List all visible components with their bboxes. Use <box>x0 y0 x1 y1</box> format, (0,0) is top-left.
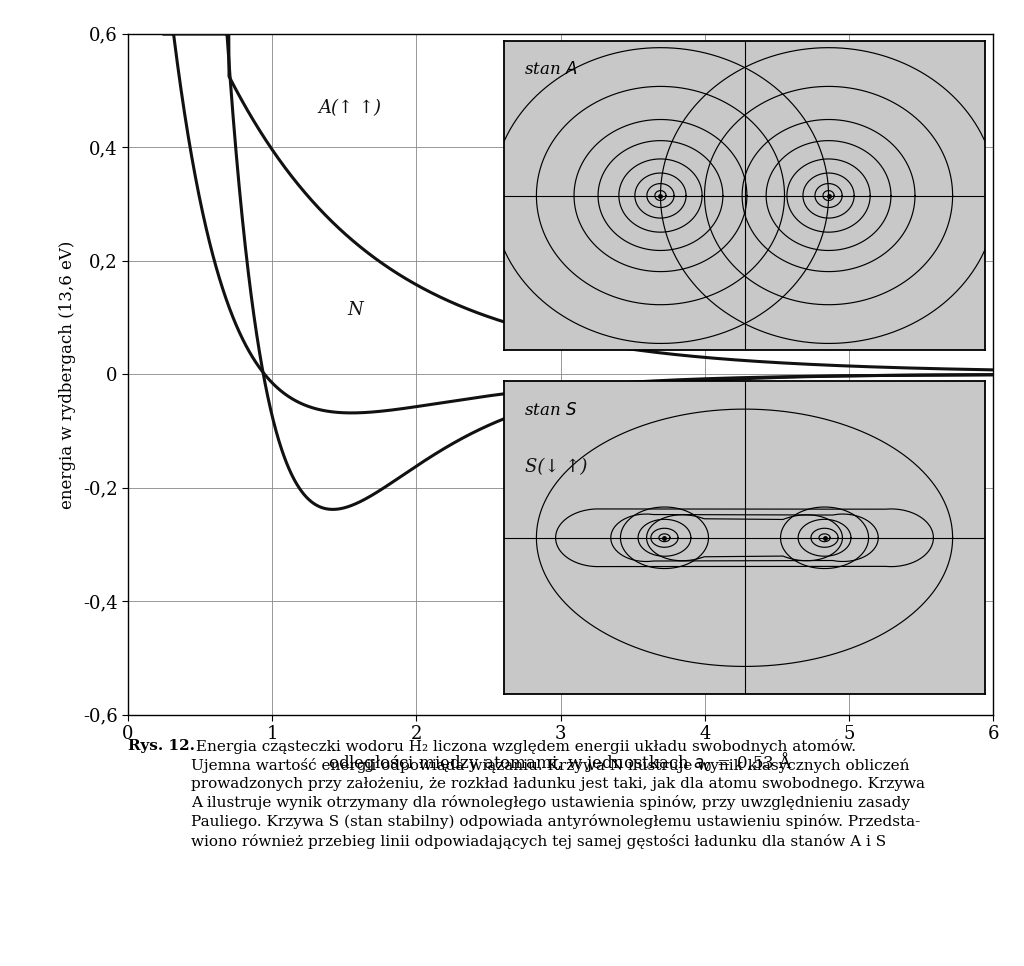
Text: Energia cząsteczki wodoru H₂ liczona względem energii układu swobodnych atomów.
: Energia cząsteczki wodoru H₂ liczona wzg… <box>191 739 926 849</box>
Text: N: N <box>347 300 362 319</box>
Y-axis label: energia w rydbergach (13,6 eV): energia w rydbergach (13,6 eV) <box>59 241 76 508</box>
Text: A(↑ ↑): A(↑ ↑) <box>318 99 381 117</box>
Text: Rys. 12.: Rys. 12. <box>128 739 195 753</box>
Text: S(↓ ↑): S(↓ ↑) <box>524 458 587 476</box>
X-axis label: odległości między atomami, w jednostkach $a_0$ = 0,53 Å: odległości między atomami, w jednostkach… <box>329 751 793 774</box>
